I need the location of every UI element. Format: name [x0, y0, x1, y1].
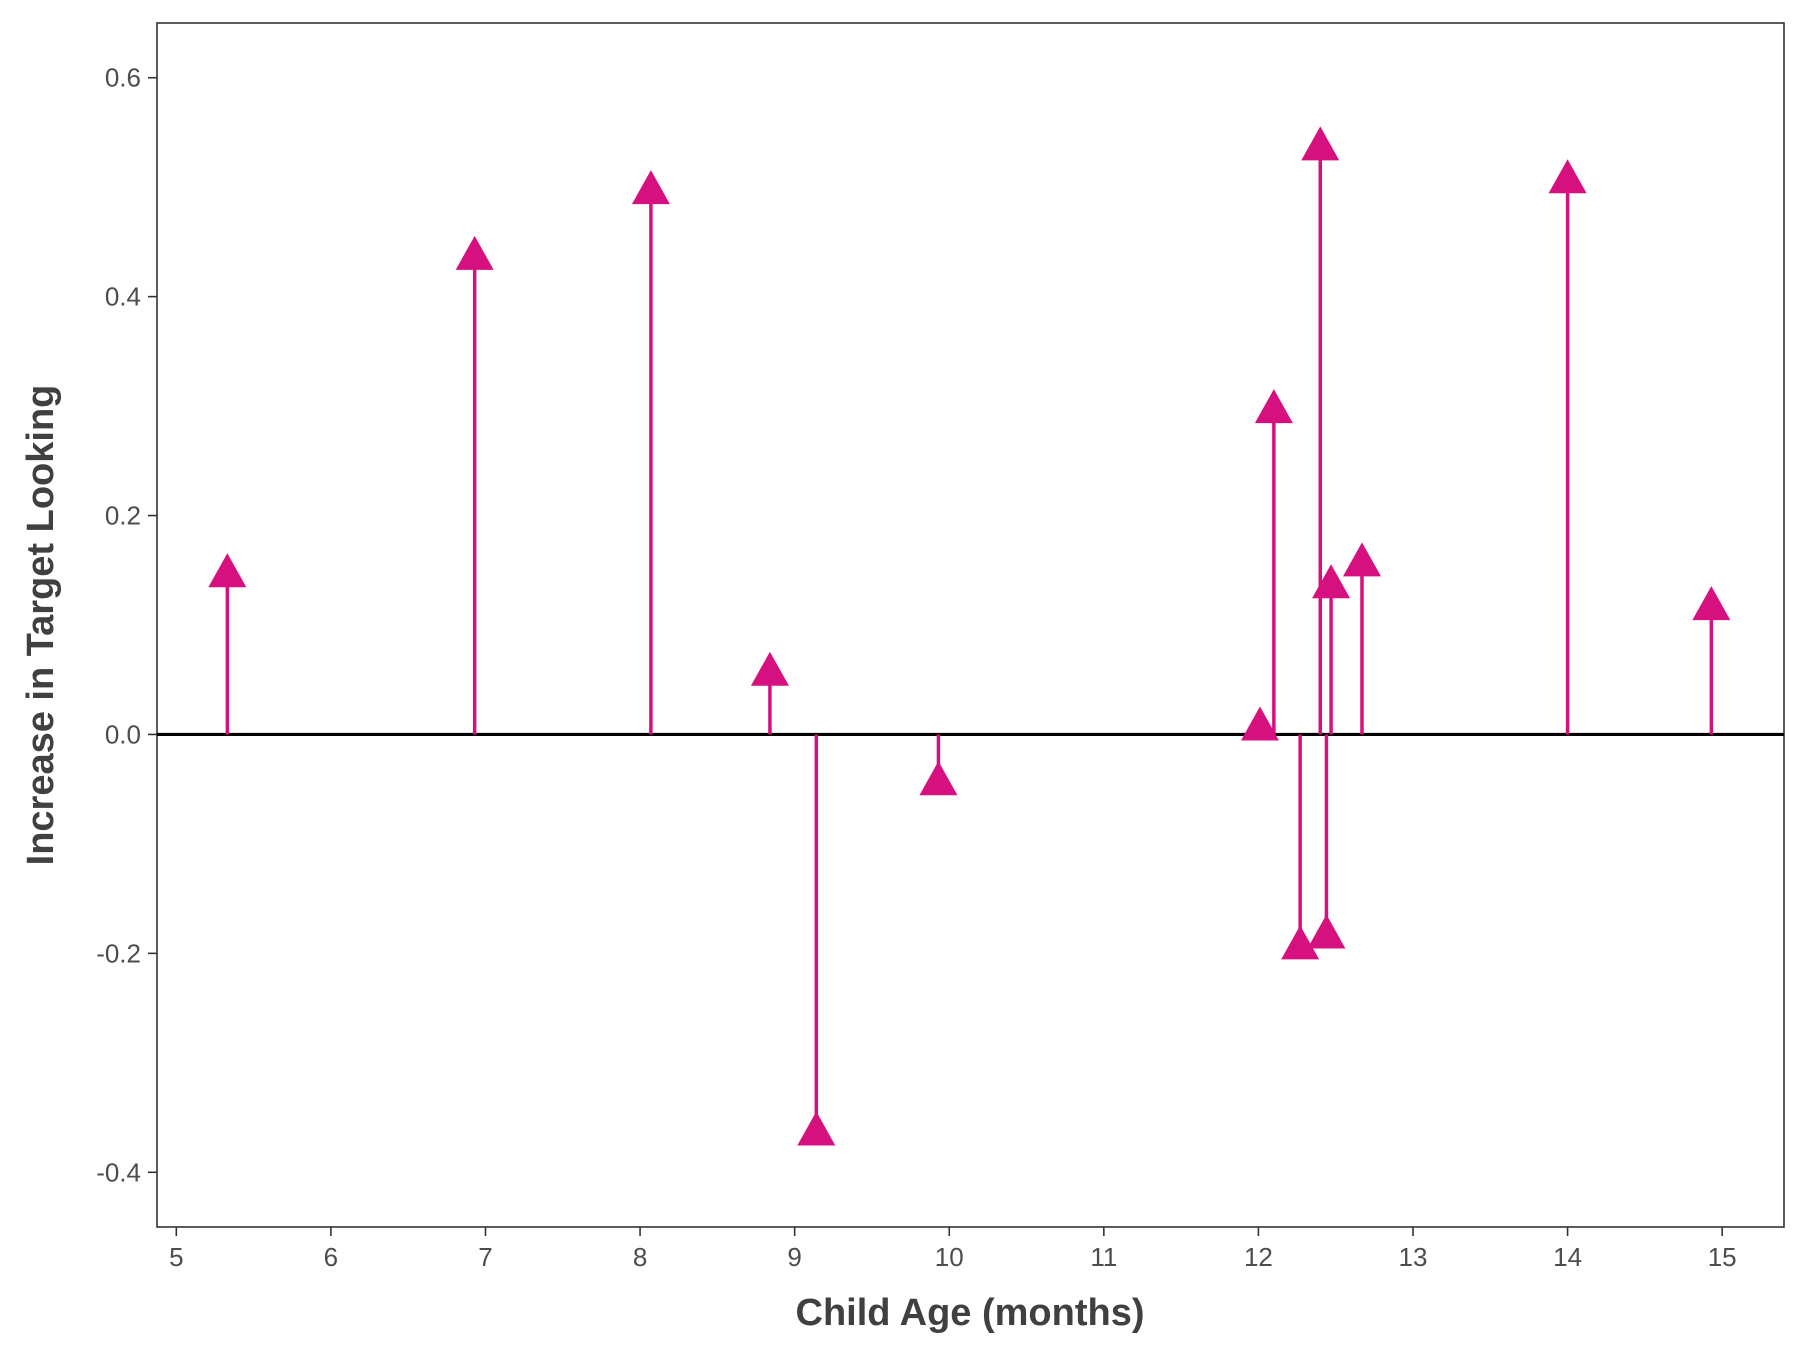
triangle-marker — [208, 553, 247, 588]
x-tick-label: 12 — [1244, 1242, 1273, 1272]
x-tick-label: 14 — [1553, 1242, 1582, 1272]
triangle-marker — [1307, 914, 1346, 949]
plot-panel — [156, 22, 1785, 1228]
y-axis-title: Increase in Target Looking — [20, 385, 62, 866]
x-tick-label: 5 — [169, 1242, 183, 1272]
x-axis-title: Child Age (months) — [796, 1292, 1145, 1334]
y-tick-label: -0.4 — [96, 1157, 141, 1187]
triangle-marker — [1548, 159, 1587, 194]
triangle-marker — [1342, 542, 1381, 577]
x-tick-label: 6 — [324, 1242, 338, 1272]
x-axis-ticks: 5 6 7 8 9 10 11 12 13 14 15 — [169, 1227, 1737, 1272]
y-tick-label: 0.6 — [105, 63, 141, 93]
x-tick-label: 8 — [633, 1242, 647, 1272]
triangle-markers — [208, 126, 1731, 1146]
y-axis-ticks: -0.4 -0.2 0.0 0.2 0.4 0.6 — [96, 63, 157, 1187]
triangle-marker — [455, 235, 494, 270]
triangle-marker — [1254, 389, 1293, 424]
x-tick-label: 13 — [1399, 1242, 1428, 1272]
triangle-marker — [750, 651, 789, 686]
triangle-marker — [1240, 706, 1279, 741]
triangle-marker — [919, 761, 958, 796]
triangle-marker — [631, 170, 670, 205]
y-tick-label: -0.2 — [96, 938, 141, 968]
x-tick-label: 11 — [1090, 1242, 1117, 1272]
y-tick-label: 0.4 — [105, 282, 141, 312]
x-tick-label: 10 — [935, 1242, 964, 1272]
triangle-marker — [1692, 586, 1731, 621]
y-tick-label: 0.2 — [105, 501, 141, 531]
x-tick-label: 7 — [478, 1242, 492, 1272]
triangle-marker — [1281, 925, 1320, 960]
x-tick-label: 9 — [787, 1242, 801, 1272]
x-tick-label: 15 — [1708, 1242, 1737, 1272]
y-tick-label: 0.0 — [105, 719, 141, 749]
triangle-marker — [1312, 564, 1351, 599]
triangle-marker — [1301, 126, 1340, 161]
triangle-marker — [797, 1111, 836, 1146]
